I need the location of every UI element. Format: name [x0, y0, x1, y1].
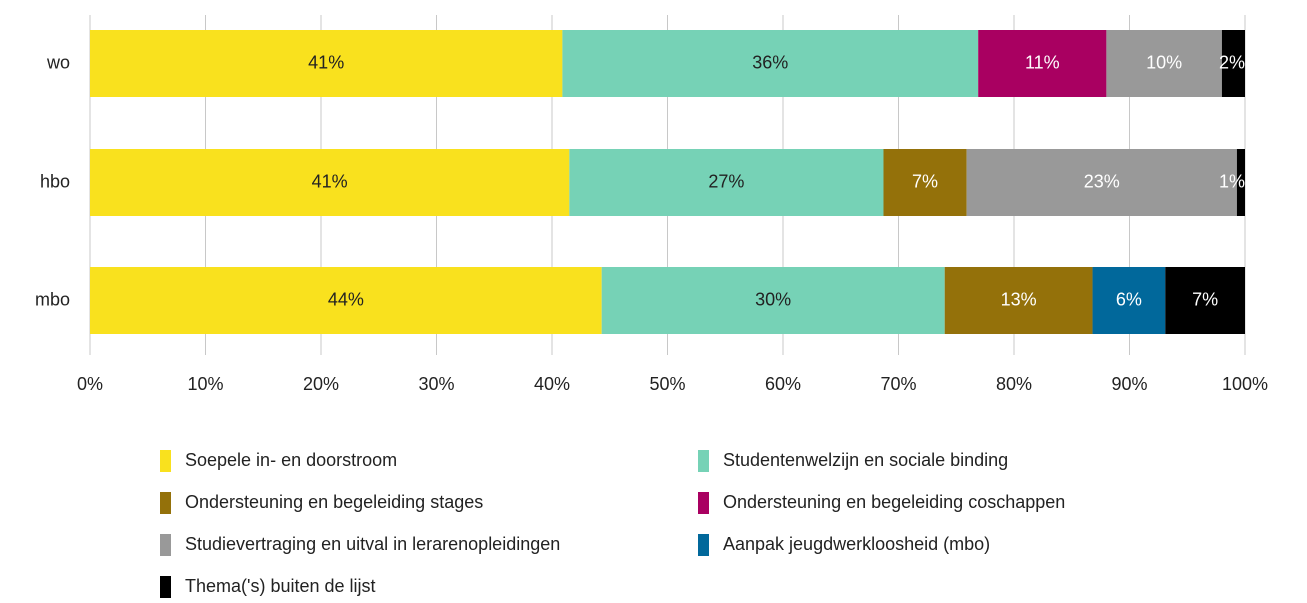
- x-tick-label: 100%: [1222, 374, 1268, 394]
- legend-swatch: [698, 534, 709, 556]
- value-label: 7%: [912, 171, 938, 191]
- bar-segment: [1236, 149, 1245, 216]
- legend-label: Ondersteuning en begeleiding coschappen: [723, 492, 1065, 512]
- legend-label: Soepele in- en doorstroom: [185, 450, 397, 470]
- bar-segment: [978, 30, 1107, 97]
- legend-swatch: [160, 492, 171, 514]
- x-tick-label: 30%: [418, 374, 454, 394]
- value-label: 2%: [1219, 52, 1245, 72]
- x-tick-label: 10%: [187, 374, 223, 394]
- value-label: 13%: [1001, 289, 1037, 309]
- legend-label: Thema('s) buiten de lijst: [185, 576, 376, 596]
- legend-label: Studentenwelzijn en sociale binding: [723, 450, 1008, 470]
- x-tick-label: 80%: [996, 374, 1032, 394]
- bar-segment: [1165, 267, 1245, 334]
- value-label: 7%: [1192, 289, 1218, 309]
- bar-segment: [883, 149, 967, 216]
- bar-segment: [1221, 30, 1245, 97]
- x-tick-label: 50%: [649, 374, 685, 394]
- y-tick-label: mbo: [35, 289, 70, 309]
- x-tick-label: 40%: [534, 374, 570, 394]
- legend-swatch: [160, 576, 171, 598]
- bar-segment: [944, 267, 1093, 334]
- bar-segment: [90, 267, 602, 334]
- bar-segment: [1092, 267, 1166, 334]
- legend-swatch: [160, 534, 171, 556]
- x-tick-label: 20%: [303, 374, 339, 394]
- legend-label: Aanpak jeugdwerkloosheid (mbo): [723, 534, 990, 554]
- value-label: 27%: [708, 171, 744, 191]
- y-tick-label: wo: [46, 52, 70, 72]
- y-tick-label: hbo: [40, 171, 70, 191]
- bar-segment: [601, 267, 945, 334]
- legend-swatch: [698, 450, 709, 472]
- legend-label: Studievertraging en uitval in lerarenopl…: [185, 534, 560, 554]
- value-label: 23%: [1084, 171, 1120, 191]
- value-label: 30%: [755, 289, 791, 309]
- value-label: 6%: [1116, 289, 1142, 309]
- x-tick-label: 60%: [765, 374, 801, 394]
- value-label: 10%: [1146, 52, 1182, 72]
- value-label: 36%: [752, 52, 788, 72]
- value-label: 44%: [328, 289, 364, 309]
- value-label: 41%: [312, 171, 348, 191]
- x-tick-label: 0%: [77, 374, 103, 394]
- legend-swatch: [160, 450, 171, 472]
- bar-segment: [1106, 30, 1222, 97]
- bar-segment: [966, 149, 1237, 216]
- value-label: 41%: [308, 52, 344, 72]
- bar-segment: [562, 30, 979, 97]
- x-tick-label: 70%: [880, 374, 916, 394]
- value-label: 1%: [1219, 171, 1245, 191]
- bar-segment: [569, 149, 884, 216]
- value-label: 11%: [1025, 52, 1060, 72]
- bar-segment: [90, 149, 570, 216]
- x-tick-label: 90%: [1111, 374, 1147, 394]
- legend-label: Ondersteuning en begeleiding stages: [185, 492, 483, 512]
- bar-segment: [90, 30, 563, 97]
- legend-swatch: [698, 492, 709, 514]
